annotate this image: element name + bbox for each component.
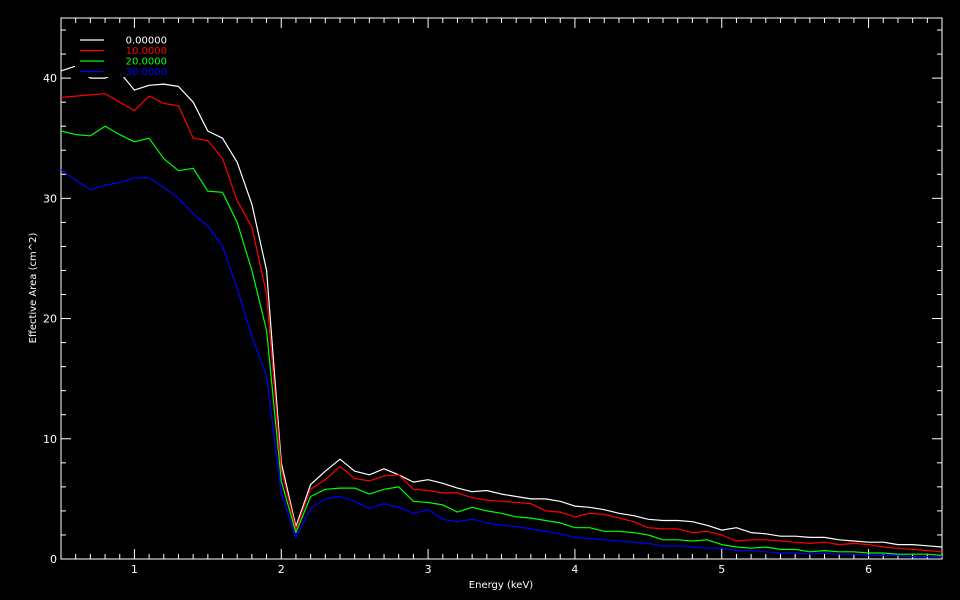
series-line-10.0000 xyxy=(60,93,943,553)
series-line-20.0000 xyxy=(60,125,943,556)
series-line-0.00000 xyxy=(60,65,943,548)
x-tick-label: 1 xyxy=(131,563,138,576)
x-tick-label: 6 xyxy=(865,563,872,576)
y-tick-label: 20 xyxy=(43,313,57,326)
x-tick-label: 5 xyxy=(718,563,725,576)
y-tick-label: 30 xyxy=(43,192,57,205)
y-axis-label: Effective Area (cm^2) xyxy=(28,233,39,344)
x-axis-label: Energy (keV) xyxy=(469,580,534,591)
legend-label: 10.0000 xyxy=(126,46,167,57)
tick-labels: 1 2 3 4 5 6 0 10 20 30 40 xyxy=(43,72,872,576)
x-tick-label: 4 xyxy=(571,563,578,576)
y-tick-label: 40 xyxy=(43,72,57,85)
x-tick-label: 3 xyxy=(425,563,432,576)
y-tick-label: 0 xyxy=(50,553,57,566)
legend-label: 0.00000 xyxy=(126,36,167,47)
y-tick-label: 10 xyxy=(43,433,57,446)
axis-ticks xyxy=(60,18,943,560)
series-line-30.0000 xyxy=(60,169,942,558)
legend-label: 20.0000 xyxy=(126,57,167,68)
legend-label: 30.0000 xyxy=(126,67,167,78)
x-tick-label: 2 xyxy=(278,563,285,576)
series-lines xyxy=(60,65,943,558)
